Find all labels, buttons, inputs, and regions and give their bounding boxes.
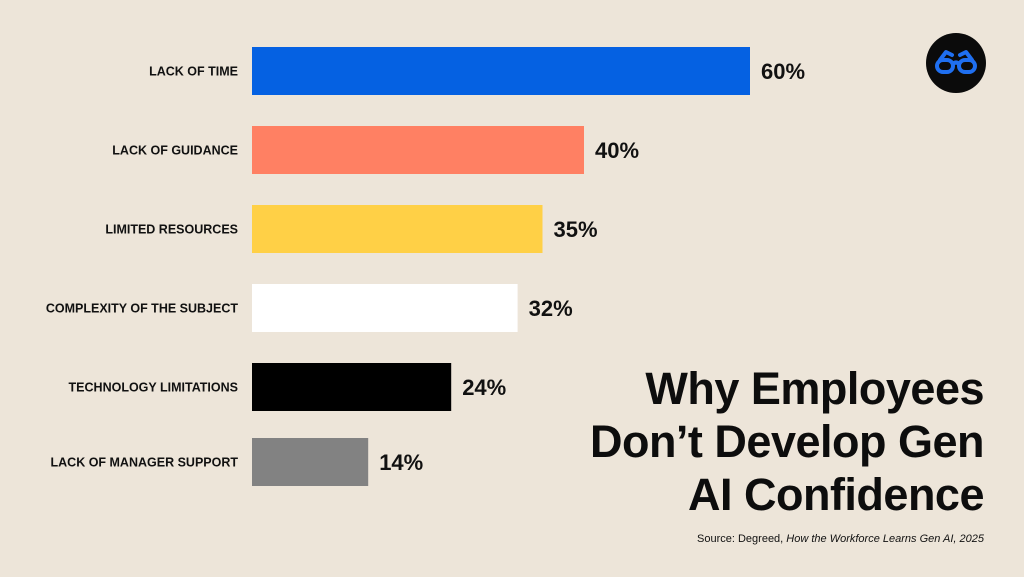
source-note: Source: Degreed, How the Workforce Learn… [697, 533, 984, 545]
bar-complexity-of-the-subject [252, 284, 518, 332]
category-label-lack-of-manager-support: LACK OF MANAGER SUPPORT [51, 456, 239, 470]
category-label-lack-of-guidance: LACK OF GUIDANCE [112, 144, 238, 158]
glasses-icon [926, 33, 986, 93]
category-label-technology-limitations: TECHNOLOGY LIMITATIONS [69, 381, 238, 395]
source-prefix: Source: Degreed, [697, 533, 787, 545]
bar-technology-limitations [252, 363, 452, 411]
title-line-1: Why Employees [645, 363, 984, 414]
bar-lack-of-manager-support [252, 438, 369, 486]
title-line-3: AI Confidence [687, 469, 985, 520]
value-label-lack-of-time: 60% [761, 59, 805, 84]
category-label-lack-of-time: LACK OF TIME [149, 65, 238, 79]
bar-lack-of-guidance [252, 126, 584, 174]
value-label-lack-of-guidance: 40% [595, 138, 639, 163]
value-label-complexity-of-the-subject: 32% [529, 296, 573, 321]
value-label-lack-of-manager-support: 14% [379, 450, 423, 475]
value-label-technology-limitations: 24% [462, 375, 506, 400]
bar-limited-resources [252, 205, 543, 253]
source-report: How the Workforce Learns Gen AI, 2025 [786, 533, 984, 545]
category-label-complexity-of-the-subject: COMPLEXITY OF THE SUBJECT [46, 302, 239, 316]
chart-title: Why Employees Don’t Develop Gen AI Confi… [524, 362, 985, 521]
value-label-limited-resources: 35% [554, 217, 598, 242]
title-line-2: Don’t Develop Gen [589, 416, 985, 467]
bar-lack-of-time [252, 47, 750, 95]
category-label-limited-resources: LIMITED RESOURCES [105, 223, 238, 237]
